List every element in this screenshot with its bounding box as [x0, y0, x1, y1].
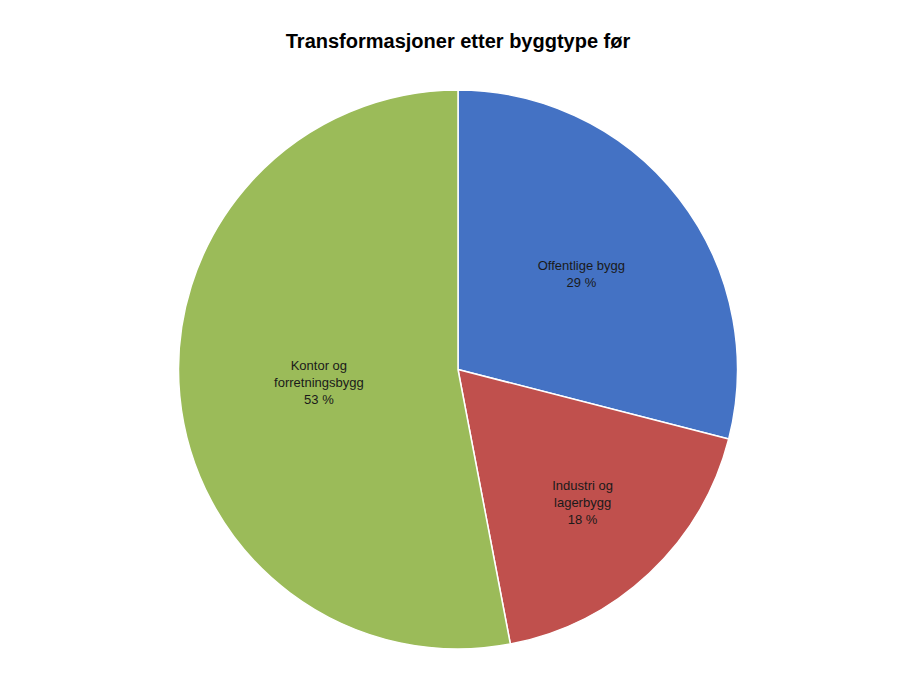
svg-text:Offentlige bygg29 %: Offentlige bygg29 %: [538, 258, 625, 290]
svg-text:Industri oglagerbygg18 %: Industri oglagerbygg18 %: [552, 478, 613, 527]
svg-text:Transformasjoner etter byggtyp: Transformasjoner etter byggtype før: [286, 30, 631, 52]
svg-text:Kontor ogforretningsbygg53 %: Kontor ogforretningsbygg53 %: [274, 358, 364, 407]
